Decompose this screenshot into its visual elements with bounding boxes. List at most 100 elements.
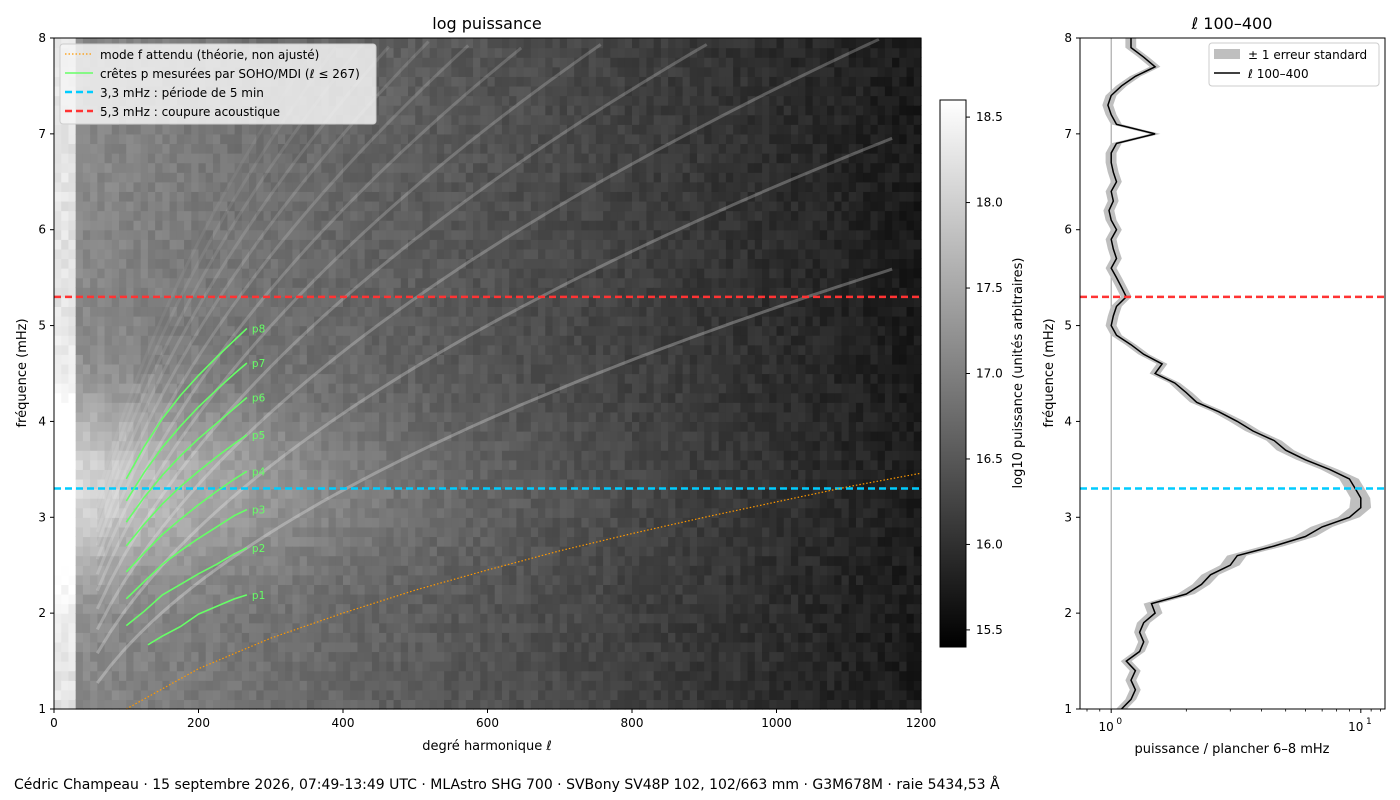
heatmap-cell — [422, 613, 431, 624]
heatmap-cell — [415, 517, 424, 528]
heatmap-cell — [516, 565, 525, 576]
heatmap-cell — [552, 689, 561, 701]
heatmap-cell — [494, 172, 503, 183]
heatmap-cell — [444, 670, 452, 681]
heatmap-cell — [473, 699, 481, 710]
heatmap-cell — [465, 689, 474, 701]
heatmap-cell — [364, 603, 373, 614]
heatmap-cell — [458, 574, 467, 585]
heatmap-cell — [328, 153, 337, 164]
heatmap-cell — [386, 593, 395, 605]
heatmap-cell — [227, 411, 236, 423]
heatmap-cell — [566, 603, 575, 614]
heatmap-cell — [68, 622, 77, 633]
heatmap-cell — [126, 383, 135, 394]
heatmap-cell — [227, 536, 236, 547]
heatmap-cell — [198, 699, 207, 710]
heatmap-cell — [176, 584, 185, 595]
heatmap-cell — [104, 363, 113, 375]
heatmap-cell — [140, 124, 149, 135]
heatmap-cell — [140, 593, 149, 605]
heatmap-cell — [386, 38, 395, 49]
heatmap-cell — [429, 488, 438, 499]
heatmap-cell — [133, 565, 142, 576]
heatmap-cell — [321, 181, 330, 192]
heatmap-cell — [523, 670, 532, 681]
heatmap-cell — [75, 277, 84, 288]
heatmap-cell — [90, 498, 98, 509]
heatmap-cell — [422, 574, 431, 585]
heatmap-cell — [480, 574, 489, 585]
heatmap-cell — [241, 411, 250, 423]
heatmap-cell — [119, 402, 127, 413]
heatmap-cell — [473, 57, 481, 68]
heatmap-cell — [147, 699, 156, 710]
heatmap-cell — [480, 593, 489, 605]
heatmap-cell — [61, 181, 70, 192]
heatmap-cell — [97, 200, 106, 212]
heatmap-cell — [126, 565, 135, 576]
heatmap-cell — [451, 488, 460, 499]
heatmap-cell — [422, 268, 431, 279]
heatmap-cell — [184, 287, 192, 298]
heatmap-cell — [241, 258, 250, 269]
heatmap-cell — [335, 411, 344, 423]
heatmap-cell — [400, 661, 409, 672]
heatmap-cell — [263, 526, 272, 538]
heatmap-cell — [191, 363, 200, 375]
heatmap-cell — [436, 248, 445, 260]
heatmap-cell — [155, 363, 163, 375]
heatmap-cell — [364, 584, 373, 595]
heatmap-cell — [191, 306, 200, 317]
heatmap-cell — [162, 181, 171, 192]
heatmap-cell — [545, 373, 554, 384]
heatmap-cell — [54, 210, 62, 221]
heatmap-cell — [241, 670, 250, 681]
heatmap-cell — [176, 574, 185, 585]
heatmap-cell — [212, 287, 221, 298]
heatmap-cell — [54, 670, 62, 681]
heatmap-cell — [104, 574, 113, 585]
heatmap-cell — [292, 383, 301, 394]
heatmap-cell — [104, 584, 113, 595]
heatmap-cell — [408, 632, 416, 643]
heatmap-cell — [328, 699, 337, 710]
heatmap-cell — [523, 632, 532, 643]
heatmap-cell — [408, 229, 416, 240]
heatmap-cell — [292, 584, 301, 595]
heatmap-cell — [249, 162, 257, 173]
heatmap-cell — [140, 191, 149, 202]
heatmap-cell — [68, 411, 77, 423]
heatmap-cell — [379, 526, 387, 538]
heatmap-cell — [220, 287, 228, 298]
heatmap-cell — [299, 325, 308, 336]
heatmap-cell — [162, 603, 171, 614]
heatmap-cell — [321, 661, 330, 672]
heatmap-cell — [552, 450, 561, 461]
heatmap-cell — [306, 220, 315, 231]
heatmap-cell — [371, 431, 380, 442]
heatmap-cell — [559, 229, 568, 240]
heatmap-cell — [473, 402, 481, 413]
heatmap-cell — [335, 335, 344, 346]
heatmap-cell — [371, 258, 380, 269]
heatmap-cell — [249, 210, 257, 221]
heatmap-cell — [393, 354, 402, 365]
heatmap-cell — [119, 498, 127, 509]
heatmap-cell — [176, 124, 185, 135]
heatmap-cell — [458, 421, 467, 432]
heatmap-cell — [234, 268, 243, 279]
heatmap-cell — [458, 248, 467, 260]
heatmap-cell — [321, 603, 330, 614]
heatmap-cell — [408, 546, 416, 557]
heatmap-cell — [111, 172, 120, 183]
heatmap-cell — [314, 315, 322, 327]
heatmap-cell — [220, 306, 228, 317]
heatmap-cell — [140, 507, 149, 518]
heatmap-cell — [205, 574, 214, 585]
heatmap-cell — [473, 277, 481, 288]
heatmap-cell — [104, 651, 113, 662]
heatmap-cell — [538, 105, 546, 116]
heatmap-cell — [364, 287, 373, 298]
heatmap-cell — [415, 85, 424, 97]
